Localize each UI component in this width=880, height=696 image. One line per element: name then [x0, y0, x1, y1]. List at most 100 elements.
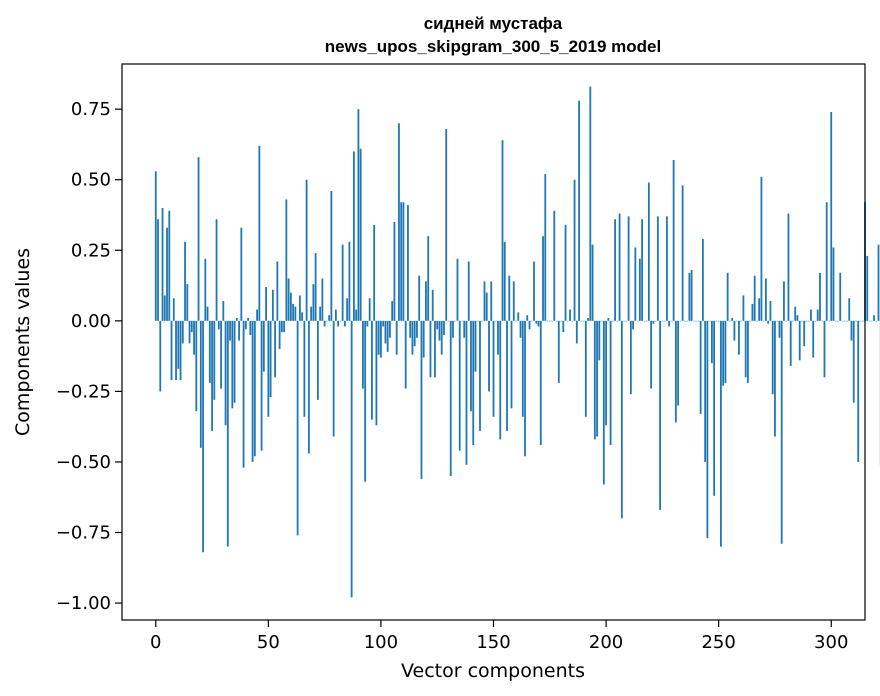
- bar-56: [280, 320, 283, 333]
- x-tick-label: 100: [364, 632, 398, 653]
- bar-320: [875, 320, 878, 322]
- bar-3: [161, 207, 164, 321]
- bar-35: [233, 320, 236, 403]
- bar-159: [512, 281, 515, 321]
- bar-82: [339, 320, 342, 322]
- bar-136: [461, 320, 463, 322]
- bar-242: [699, 320, 702, 414]
- bar-55: [278, 320, 281, 350]
- bar-37: [238, 320, 240, 341]
- bar-155: [503, 241, 506, 321]
- bar-24: [208, 320, 211, 383]
- bar-317: [868, 320, 871, 322]
- bar-246: [708, 320, 711, 322]
- bar-233: [679, 320, 682, 322]
- bar-195: [593, 320, 596, 440]
- bar-200: [605, 320, 607, 426]
- bar-68: [307, 320, 310, 454]
- bar-212: [632, 320, 634, 330]
- bar-41: [247, 318, 249, 321]
- bar-17: [193, 320, 195, 355]
- bar-19: [197, 157, 200, 321]
- bar-161: [517, 312, 520, 321]
- bar-62: [294, 306, 297, 321]
- bar-176: [551, 320, 553, 322]
- bar-61: [292, 303, 295, 321]
- bar-127: [440, 320, 443, 355]
- bar-51: [269, 320, 272, 398]
- bar-92: [362, 320, 364, 389]
- bar-278: [780, 320, 783, 544]
- bar-138: [465, 320, 468, 465]
- bar-296: [821, 320, 824, 322]
- bar-131: [449, 320, 452, 477]
- bar-270: [762, 320, 765, 322]
- bar-113: [409, 320, 412, 338]
- x-tick-label: 150: [476, 632, 510, 653]
- bar-13: [184, 241, 186, 321]
- y-tick-label: −0.50: [56, 452, 111, 473]
- x-tick-label: 200: [589, 632, 623, 653]
- bar-59: [287, 278, 290, 321]
- bar-204: [614, 219, 616, 321]
- bar-84: [344, 320, 346, 327]
- y-tick-label: −0.25: [56, 381, 111, 402]
- bar-18: [195, 320, 198, 412]
- bar-104: [389, 320, 391, 338]
- bar-125: [436, 320, 439, 330]
- chart-subtitle: news_upos_skipgram_300_5_2019 model: [325, 37, 661, 56]
- bar-54: [276, 261, 279, 321]
- bar-215: [638, 258, 641, 321]
- bar-282: [789, 320, 792, 366]
- bar-67: [305, 179, 308, 321]
- bar-90: [357, 109, 360, 321]
- bar-285: [796, 315, 799, 321]
- bar-108: [398, 123, 400, 321]
- bar-309: [850, 320, 853, 341]
- bar-169: [535, 320, 538, 324]
- bar-105: [391, 301, 394, 321]
- bar-107: [395, 320, 398, 355]
- bar-170: [537, 320, 540, 327]
- bar-33: [229, 320, 231, 341]
- bar-297: [823, 320, 826, 378]
- bar-150: [492, 320, 495, 417]
- bar-289: [805, 320, 808, 322]
- bar-163: [521, 320, 524, 417]
- bar-143: [476, 320, 479, 322]
- bar-186: [573, 179, 576, 321]
- bar-255: [729, 320, 731, 322]
- bar-36: [235, 318, 238, 321]
- bar-121: [427, 236, 430, 321]
- bar-93: [364, 320, 367, 482]
- bar-287: [801, 320, 803, 322]
- bar-241: [697, 320, 700, 322]
- bar-252: [722, 320, 725, 386]
- y-tick-label: 0.25: [71, 240, 111, 261]
- bar-319: [873, 315, 875, 321]
- bar-144: [479, 320, 481, 431]
- bar-76: [325, 320, 328, 322]
- bar-69: [310, 306, 313, 321]
- bar-49: [265, 286, 267, 321]
- bar-300: [830, 111, 833, 321]
- bar-190: [582, 320, 585, 322]
- bar-124: [434, 320, 436, 378]
- bar-80: [334, 309, 337, 321]
- bar-6: [168, 210, 171, 321]
- bar-248: [713, 320, 716, 496]
- bar-192: [587, 318, 589, 321]
- bar-30: [222, 301, 225, 321]
- bar-236: [686, 320, 689, 322]
- bar-130: [447, 320, 450, 322]
- bar-295: [819, 272, 821, 321]
- bar-318: [870, 320, 873, 322]
- bar-31: [224, 320, 227, 426]
- plot-frame: [121, 63, 866, 621]
- bar-274: [771, 320, 774, 395]
- bar-167: [530, 320, 533, 322]
- bar-185: [571, 320, 574, 322]
- bar-145: [481, 320, 484, 322]
- bar-27: [215, 219, 218, 321]
- bar-227: [665, 216, 668, 321]
